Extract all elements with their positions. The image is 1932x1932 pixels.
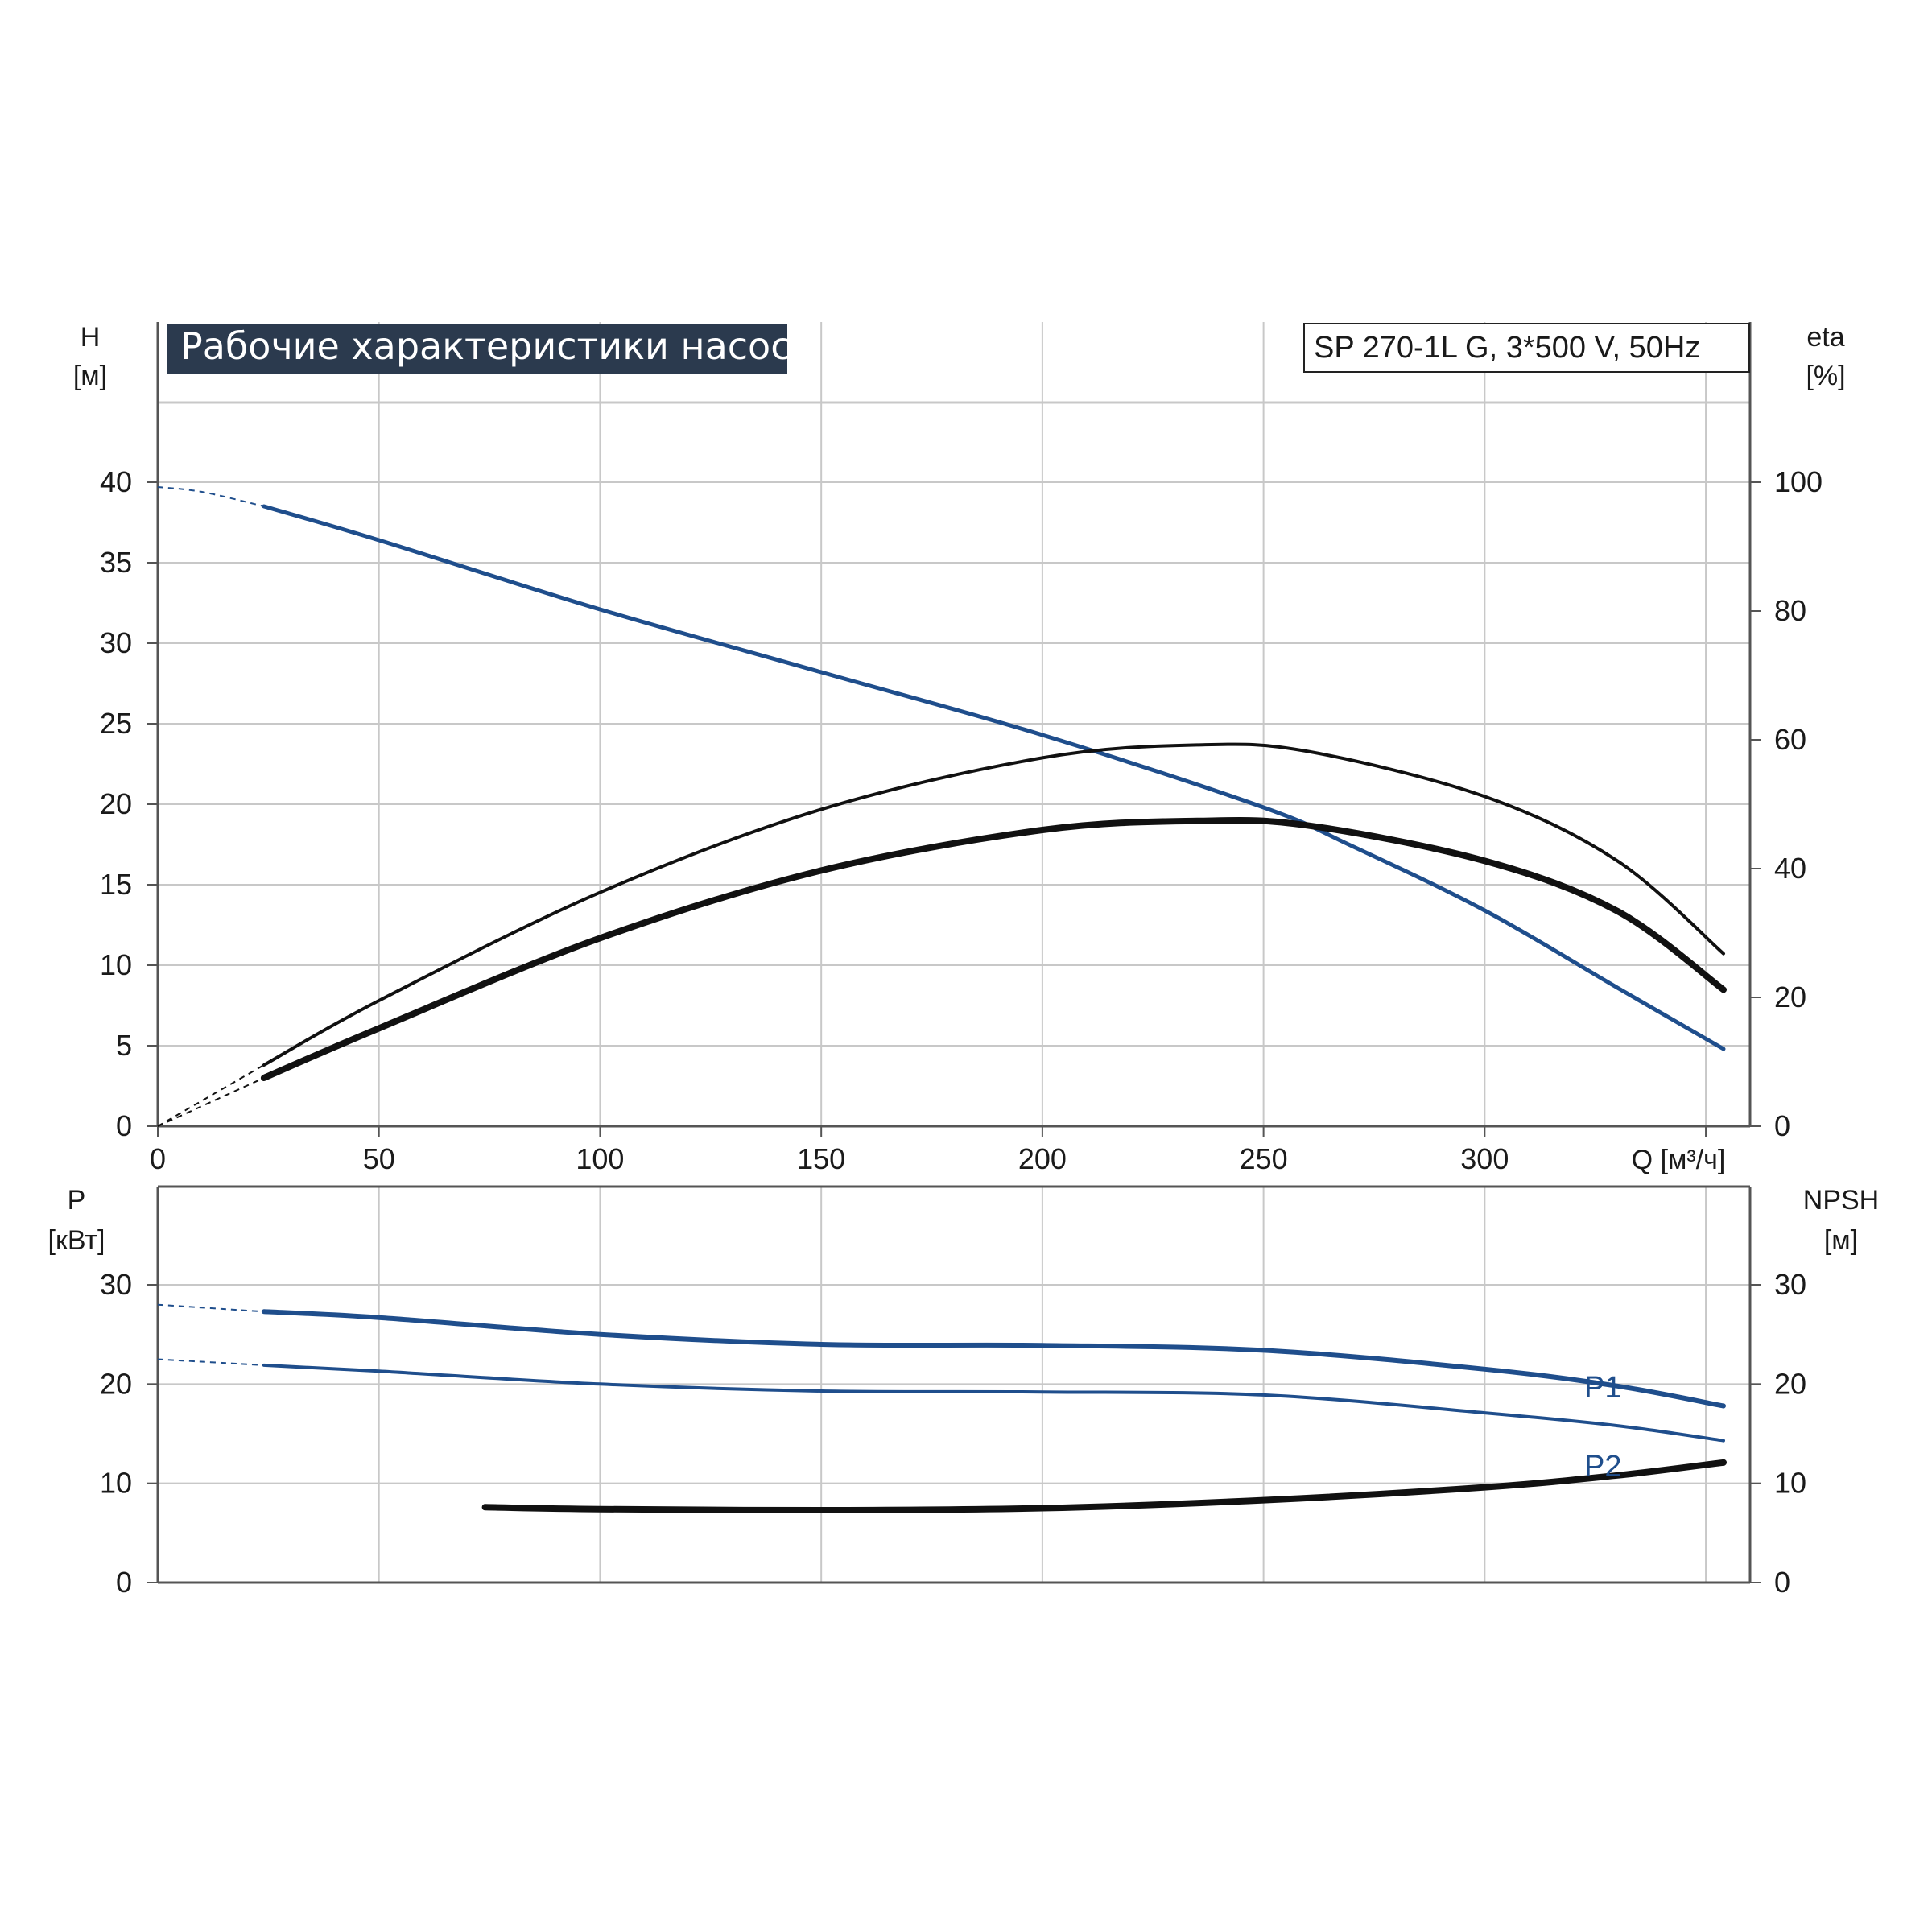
power-p2-curve-line <box>262 1363 1725 1443</box>
h-curve-extrapolation <box>157 486 265 507</box>
h-curve-line <box>262 504 1726 1051</box>
npsh-curve-line <box>481 1459 1727 1514</box>
x-tick-label: 250 <box>1240 1142 1288 1175</box>
x-tick-label: 50 <box>363 1142 395 1175</box>
y2-axis-label-eta: eta <box>1806 322 1844 353</box>
eta-hydraulic-curve-extrapolation <box>157 1064 265 1127</box>
y-tick-label-p: 30 <box>100 1268 132 1301</box>
x-tick-label: 0 <box>150 1142 166 1175</box>
x-tick-label: 200 <box>1018 1142 1067 1175</box>
y2-axis-unit-npsh: [м] <box>1824 1225 1858 1256</box>
y2-tick-label-npsh: 20 <box>1774 1367 1806 1400</box>
y-tick-label-h: 25 <box>100 707 132 740</box>
chart-title-box <box>167 324 787 374</box>
y2-tick-label-eta: 0 <box>1774 1109 1790 1142</box>
chart-title: Рабочие характеристики насоса <box>180 324 814 368</box>
power-p2-curve-extrapolation <box>157 1358 264 1366</box>
y-axis-label-h: H <box>80 322 101 353</box>
model-box <box>1303 323 1750 373</box>
series-label-p2: P2 <box>1584 1450 1621 1484</box>
y-tick-label-h: 5 <box>116 1029 132 1062</box>
y-tick-label-h: 30 <box>100 626 132 659</box>
axes-layer <box>147 322 1761 1584</box>
power-p1-curve-line <box>261 1309 1726 1409</box>
y-tick-label-h: 10 <box>100 948 132 981</box>
x-tick-label: 100 <box>576 1142 624 1175</box>
x-axis-label-q: Q [м³/ч] <box>1632 1145 1726 1175</box>
y-tick-label-h: 40 <box>100 465 132 498</box>
y2-tick-label-eta: 60 <box>1774 723 1806 756</box>
curves-layer <box>157 486 1727 1514</box>
y-axis-label-p: P <box>68 1185 86 1216</box>
x-tick-label: 300 <box>1460 1142 1509 1175</box>
power-p1-curve-extrapolation <box>157 1303 264 1313</box>
y2-tick-label-eta: 20 <box>1774 980 1806 1013</box>
y-tick-label-p: 20 <box>100 1367 132 1400</box>
eta-pump-curve-extrapolation <box>157 1077 265 1127</box>
y2-tick-label-eta: 40 <box>1774 852 1806 885</box>
y2-tick-label-npsh: 30 <box>1774 1268 1806 1301</box>
eta-hydraulic-curve-line <box>262 742 1725 1067</box>
y2-tick-label-eta: 100 <box>1774 465 1823 498</box>
y-tick-label-h: 35 <box>100 546 132 579</box>
y-tick-label-h: 20 <box>100 787 132 820</box>
y-tick-label-h: 15 <box>100 868 132 901</box>
y-tick-label-p: 10 <box>100 1467 132 1500</box>
y-tick-label-h: 0 <box>116 1109 132 1142</box>
y-tick-label-p: 0 <box>116 1566 132 1599</box>
y2-axis-unit-eta: [%] <box>1806 361 1845 391</box>
y2-tick-label-eta: 80 <box>1774 594 1806 627</box>
y2-tick-label-npsh: 10 <box>1774 1467 1806 1500</box>
model-label: SP 270-1L G, 3*500 V, 50Hz <box>1314 331 1700 365</box>
grid-layer <box>158 322 1750 1583</box>
eta-pump-curve-line <box>260 817 1727 1081</box>
y-axis-unit-p: [кВт] <box>48 1225 105 1256</box>
y2-axis-label-npsh: NPSH <box>1803 1185 1879 1216</box>
y2-tick-label-npsh: 0 <box>1774 1566 1790 1599</box>
x-tick-label: 150 <box>797 1142 845 1175</box>
series-label-p1: P1 <box>1584 1371 1621 1405</box>
y-axis-unit-h: [м] <box>73 361 107 391</box>
